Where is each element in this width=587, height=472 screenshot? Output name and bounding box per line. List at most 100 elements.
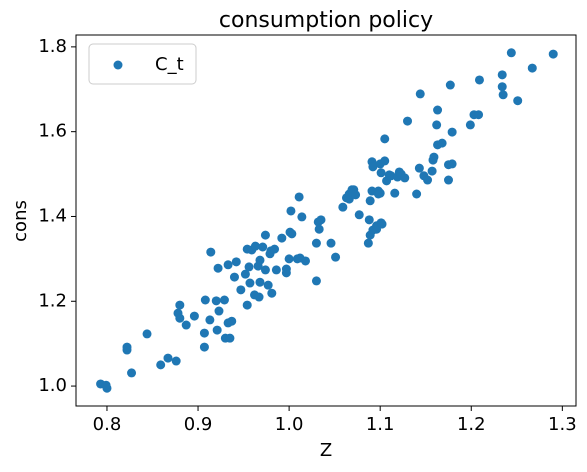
scatter-point xyxy=(294,192,304,202)
scatter-point xyxy=(338,202,348,212)
scatter-point xyxy=(287,229,297,239)
scatter-point xyxy=(414,163,424,173)
scatter-point xyxy=(316,215,326,225)
scatter-point xyxy=(527,63,537,73)
scatter-point xyxy=(375,188,385,198)
scatter-point xyxy=(211,296,221,306)
y-tick-label: 1.8 xyxy=(38,36,67,57)
scatter-point xyxy=(429,152,439,162)
scatter-point xyxy=(200,295,210,305)
scatter-point xyxy=(206,247,216,257)
x-tick-label: 1.1 xyxy=(366,414,395,435)
scatter-point xyxy=(277,233,287,243)
scatter-point xyxy=(365,196,375,206)
scatter-point xyxy=(225,333,235,343)
scatter-point xyxy=(229,272,239,282)
scatter-point xyxy=(267,288,277,298)
scatter-point xyxy=(213,263,223,273)
scatter-point xyxy=(101,380,111,390)
scatter-point xyxy=(351,190,361,200)
scatter-point xyxy=(156,360,166,370)
scatter-point xyxy=(311,238,321,248)
scatter-point xyxy=(189,311,199,321)
scatter-point xyxy=(255,255,265,265)
legend-box xyxy=(88,43,197,85)
scatter-point xyxy=(271,265,281,275)
plot-area xyxy=(96,48,558,393)
scatter-point xyxy=(260,230,270,240)
scatter-point xyxy=(437,138,447,148)
scatter-point xyxy=(390,188,400,198)
scatter-point xyxy=(214,306,224,316)
scatter-point xyxy=(380,134,390,144)
scatter-point xyxy=(263,280,273,290)
scatter-point xyxy=(163,353,173,363)
legend-label: C_t xyxy=(155,54,184,75)
y-tick-label: 1.4 xyxy=(38,205,67,226)
scatter-point xyxy=(255,277,265,287)
scatter-point xyxy=(250,241,260,251)
scatter-point xyxy=(506,48,516,58)
scatter-point xyxy=(281,268,291,278)
scatter-point xyxy=(142,329,152,339)
scatter-point xyxy=(447,159,457,169)
x-tick-label: 1.0 xyxy=(275,414,304,435)
scatter-point xyxy=(326,238,336,248)
legend-marker xyxy=(113,60,123,70)
axes-frame xyxy=(75,34,577,407)
scatter-point xyxy=(465,120,475,130)
scatter-point xyxy=(199,328,209,338)
y-axis-label: cons xyxy=(10,200,31,242)
scatter-point xyxy=(445,80,455,90)
scatter-point xyxy=(260,265,270,275)
scatter-point xyxy=(205,315,215,325)
scatter-point xyxy=(415,89,425,99)
scatter-point xyxy=(354,210,364,220)
x-tick-label: 0.8 xyxy=(93,414,122,435)
scatter-point xyxy=(171,356,181,366)
scatter-point xyxy=(254,292,264,302)
scatter-point xyxy=(376,168,386,178)
scatter-point xyxy=(447,127,457,137)
scatter-point xyxy=(427,166,437,176)
scatter-point xyxy=(311,276,321,286)
scatter-point xyxy=(175,300,185,310)
scatter-point xyxy=(127,368,137,378)
scatter-point xyxy=(423,175,433,185)
scatter-point xyxy=(513,96,523,106)
scatter-point xyxy=(284,254,294,264)
scatter-point xyxy=(219,295,229,305)
scatter-point xyxy=(181,320,191,330)
scatter-point xyxy=(363,238,373,248)
scatter-point xyxy=(122,345,132,355)
scatter-point xyxy=(240,269,250,279)
scatter-point xyxy=(380,156,390,166)
y-tick-label: 1.6 xyxy=(38,121,67,142)
scatter-point xyxy=(497,82,507,92)
scatter-point xyxy=(301,256,311,266)
y-tick-label: 1.0 xyxy=(38,375,67,396)
scatter-point xyxy=(400,173,410,183)
scatter-point xyxy=(244,262,254,272)
scatter-point xyxy=(432,120,442,130)
scatter-point xyxy=(199,342,209,352)
scatter-point xyxy=(242,300,252,310)
scatter-point xyxy=(433,105,443,115)
scatter-point xyxy=(443,175,453,185)
scatter-point xyxy=(498,90,508,100)
scatter-point xyxy=(297,212,307,222)
scatter-point xyxy=(412,189,422,199)
scatter-point xyxy=(236,285,246,295)
chart-title: consumption policy xyxy=(219,8,433,33)
scatter-point xyxy=(331,252,341,262)
scatter-point xyxy=(175,313,185,323)
scatter-point xyxy=(286,206,296,216)
x-tick-label: 0.9 xyxy=(184,414,213,435)
scatter-point xyxy=(314,224,324,234)
scatter-point xyxy=(223,260,233,270)
scatter-point xyxy=(474,110,484,120)
scatter-point xyxy=(212,325,222,335)
scatter-point xyxy=(258,242,268,252)
scatter-point xyxy=(497,70,507,80)
